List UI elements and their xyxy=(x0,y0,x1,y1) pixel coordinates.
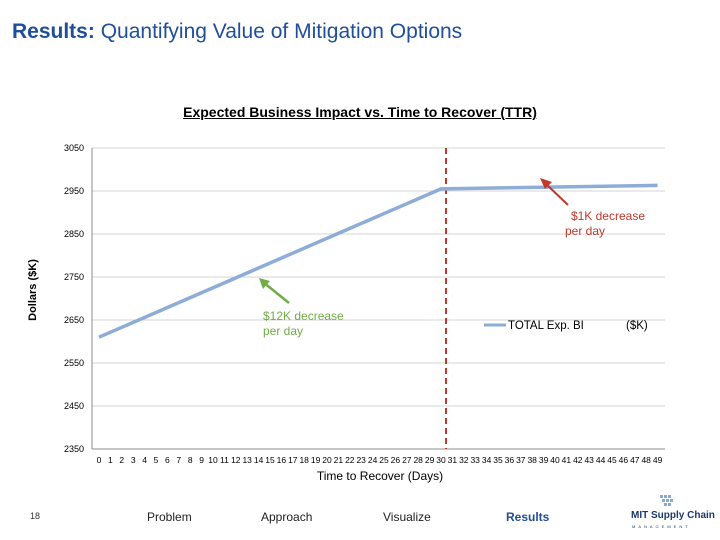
x-axis-title: Time to Recover (Days) xyxy=(317,469,443,483)
x-tick-label: 48 xyxy=(641,455,651,465)
slide-title-rest: Quantifying Value of Mitigation Options xyxy=(100,20,463,43)
slide-title: Results: Quantifying Value of Mitigation… xyxy=(12,20,462,44)
y-tick-label: 2750 xyxy=(64,272,84,282)
x-tick-label: 25 xyxy=(379,455,389,465)
x-tick-label: 36 xyxy=(505,455,515,465)
x-tick-label: 49 xyxy=(653,455,663,465)
annotation-label: $12K decrease xyxy=(263,309,344,323)
x-tick-label: 4 xyxy=(142,455,147,465)
y-tick-label: 2950 xyxy=(64,186,84,196)
chart-title: Expected Business Impact vs. Time to Rec… xyxy=(183,104,537,120)
y-tick-label: 2350 xyxy=(64,444,84,454)
annotation-label: per day xyxy=(263,324,303,338)
logo-text: MIT Supply Chain xyxy=(631,510,715,521)
x-tick-label: 39 xyxy=(539,455,549,465)
x-tick-label: 2 xyxy=(119,455,124,465)
x-tick-label: 16 xyxy=(277,455,287,465)
x-tick-label: 6 xyxy=(165,455,170,465)
x-tick-label: 10 xyxy=(208,455,218,465)
x-tick-label: 29 xyxy=(425,455,435,465)
x-tick-label: 14 xyxy=(254,455,264,465)
x-tick-label: 7 xyxy=(176,455,181,465)
y-tick-label: 3050 xyxy=(64,143,84,153)
x-tick-label: 31 xyxy=(448,455,458,465)
annotation-label: per day xyxy=(565,224,605,238)
x-tick-label: 26 xyxy=(391,455,401,465)
x-tick-label: 33 xyxy=(470,455,480,465)
x-tick-label: 35 xyxy=(493,455,503,465)
x-tick-label: 46 xyxy=(619,455,629,465)
x-tick-label: 34 xyxy=(482,455,492,465)
annotation-arrow xyxy=(262,281,290,304)
slide-number: 18 xyxy=(30,511,41,521)
x-tick-label: 8 xyxy=(188,455,193,465)
annotation-arrowhead xyxy=(259,278,270,289)
series-line xyxy=(98,183,658,339)
x-tick-label: 11 xyxy=(220,455,229,465)
x-tick-label: 37 xyxy=(516,455,526,465)
annotation-arrowhead xyxy=(540,178,552,189)
x-tick-label: 43 xyxy=(584,455,594,465)
x-tick-label: 28 xyxy=(413,455,423,465)
x-tick-label: 5 xyxy=(154,455,159,465)
x-tick-label: 42 xyxy=(573,455,583,465)
x-tick-label: 20 xyxy=(322,455,332,465)
x-tick-label: 38 xyxy=(527,455,537,465)
x-tick-label: 17 xyxy=(288,455,298,465)
x-tick-label: 23 xyxy=(356,455,366,465)
x-tick-label: 18 xyxy=(299,455,309,465)
y-tick-label: 2850 xyxy=(64,229,84,239)
y-tick-label: 2450 xyxy=(64,401,84,411)
x-tick-label: 22 xyxy=(345,455,355,465)
logo-subtext: MANAGEMENT xyxy=(632,524,691,529)
y-tick-label: 2650 xyxy=(64,315,84,325)
x-tick-label: 41 xyxy=(562,455,572,465)
footer-problem[interactable]: Problem xyxy=(147,510,192,524)
x-tick-label: 30 xyxy=(436,455,446,465)
x-tick-label: 21 xyxy=(334,455,344,465)
x-tick-label: 44 xyxy=(596,455,606,465)
x-tick-label: 32 xyxy=(459,455,469,465)
mit-logo-icon xyxy=(660,495,673,506)
x-tick-label: 27 xyxy=(402,455,412,465)
annotation-arrow xyxy=(544,182,569,206)
x-tick-label: 9 xyxy=(199,455,204,465)
x-tick-label: 0 xyxy=(97,455,102,465)
x-tick-label: 24 xyxy=(368,455,378,465)
y-axis-title: Dollars ($K) xyxy=(27,259,39,321)
x-tick-label: 15 xyxy=(265,455,275,465)
legend-label: TOTAL Exp. BI xyxy=(508,320,584,332)
footer-visualize[interactable]: Visualize xyxy=(383,510,431,524)
x-tick-label: 13 xyxy=(242,455,252,465)
slide-title-bold: Results: xyxy=(12,20,95,43)
footer-approach[interactable]: Approach xyxy=(261,510,313,524)
x-tick-label: 47 xyxy=(630,455,640,465)
footer-results[interactable]: Results xyxy=(506,510,550,524)
annotation-label: $1K decrease xyxy=(571,209,645,223)
x-tick-label: 19 xyxy=(311,455,321,465)
x-tick-label: 45 xyxy=(607,455,617,465)
x-tick-label: 12 xyxy=(231,455,241,465)
x-tick-label: 1 xyxy=(108,455,113,465)
y-tick-label: 2550 xyxy=(64,358,84,368)
legend-unit: ($K) xyxy=(626,320,648,332)
x-tick-label: 40 xyxy=(550,455,560,465)
x-tick-label: 3 xyxy=(131,455,136,465)
